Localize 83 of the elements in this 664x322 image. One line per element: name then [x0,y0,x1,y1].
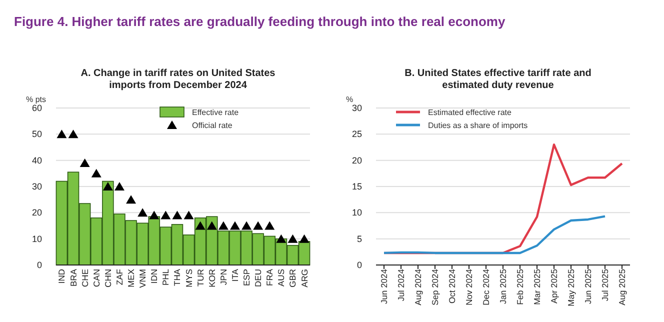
x-tick-label: KOR [206,269,217,288]
y-tick-label: 40 [32,155,42,166]
point [184,210,194,220]
point [276,234,286,243]
x-tick-label: Sep 2024 [430,268,440,306]
x-tick-label: CAN [91,269,102,287]
point [160,210,171,220]
point [299,234,310,243]
x-tick-label: Oct 2024 [447,268,457,304]
y-tick-label: 50 [32,129,42,140]
x-tick-label: May 2025 [566,268,576,306]
point [206,221,217,230]
x-tick-label: MYS [184,268,194,288]
y-axis-title: % [346,95,354,104]
x-tick-label: ARG [299,269,310,288]
point [102,182,113,190]
x-tick-label: GBR [288,269,298,288]
x-tick-label: Nov 2024 [464,268,474,306]
x-tick-label: Dec 2024 [481,268,491,306]
point [80,158,90,167]
x-tick-label: Jul 2024 [396,268,406,302]
x-tick-label: Apr 2025 [549,268,559,304]
x-tick-label: Jun 2024 [379,268,389,304]
point [114,182,124,190]
point [126,195,136,204]
x-tick-label: VNM [138,269,148,288]
x-tick-label: THA [172,268,182,286]
x-tick-label: JPN [218,269,228,286]
y-tick-label: 25 [352,129,362,140]
x-tick-label: ESP [242,268,252,286]
y-tick-label: 10 [32,234,42,244]
y-tick-label: 15 [352,182,362,192]
point [172,210,182,220]
y-tick-label: 20 [32,208,42,218]
chart-title: B. United States effective tariff rate and estimated duty revenue [404,68,592,91]
point [91,168,102,178]
x-tick-label: Jul 2025 [600,268,610,302]
y-tick-label: 30 [352,103,362,113]
point [253,221,264,230]
y-tick-label: 20 [352,155,362,166]
x-tick-label: Aug 2024 [413,268,423,306]
y-tick-label: 5 [356,234,362,244]
y-axis-title: % pts [26,95,46,104]
x-tick-label: ITA [230,268,240,282]
x-tick-label: Jan 2025 [498,268,508,304]
x-tick-label: Aug 2025 [617,268,627,306]
x-tick-label: MEX [126,268,136,288]
x-tick-label: DEU [253,269,264,287]
chart-title: A. Change in tariff rates on United States imports from December 2024 [80,68,276,91]
x-tick-label: IDN [149,269,160,284]
point [56,130,67,138]
x-tick-label: CHN [102,269,113,288]
y-tick-label: 60 [32,103,42,113]
x-tick-label: IND [56,269,67,284]
caption: Figure 4. Higher tariff rates are gradually feeding through into the real economy [14,14,506,29]
y-tick-label: 0 [356,260,362,270]
point [138,208,148,217]
y-tick-label: 0 [36,260,42,270]
x-tick-label: Mar 2025 [532,268,542,305]
point [288,234,298,243]
legend-label: Estimated effective rate [428,108,512,117]
y-tick-label: 30 [32,182,42,192]
point [230,221,240,230]
point [195,221,206,230]
legend-label: Duties as a share of imports [428,121,528,130]
x-tick-label: AUS [276,268,286,286]
x-tick-label: FRA [264,268,275,286]
x-tick-label: TUR [195,269,206,286]
point [218,221,228,230]
x-tick-label: BRA [68,268,78,286]
x-tick-label: ZAF [114,269,124,286]
x-tick-label: PHL [160,268,171,286]
legend-label: Official rate [192,121,233,130]
point [264,221,275,230]
y-tick-label: 10 [352,208,362,218]
x-tick-label: Jun 2025 [583,268,593,304]
x-tick-label: CHE [80,268,90,287]
point [149,210,160,220]
legend-label: Effective rate [192,108,240,117]
x-tick-label: Feb 2025 [515,268,525,305]
point [242,221,252,230]
point [68,130,78,138]
line-series [382,215,606,254]
